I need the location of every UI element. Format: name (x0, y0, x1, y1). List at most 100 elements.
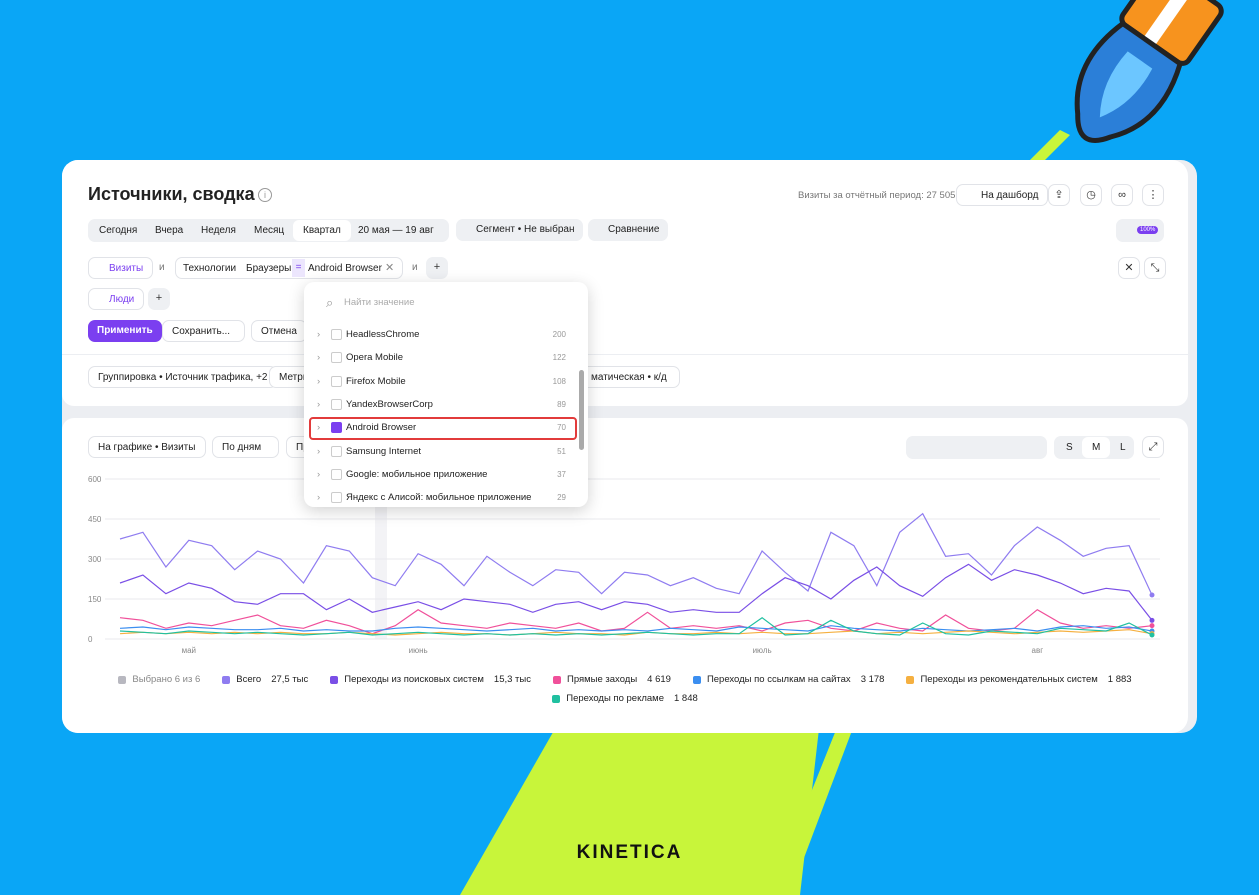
dropdown-item[interactable]: › YandexBrowserCorp 89 (304, 393, 588, 416)
legend-name: Переходы по рекламе (566, 693, 664, 704)
checkbox[interactable] (331, 352, 342, 364)
history-button[interactable]: ◷ (1080, 184, 1102, 206)
chart-type-switch[interactable] (906, 436, 1047, 459)
scrollbar[interactable] (579, 370, 584, 450)
legend-entry[interactable]: Прямые заходы 4 619 (552, 674, 671, 685)
interval-button[interactable]: По дням (212, 436, 279, 458)
item-name: Яндекс с Алисой: мобильное приложение (346, 492, 532, 504)
dashboard-button[interactable]: На дашборд (956, 184, 1049, 206)
checkbox[interactable] (331, 422, 342, 434)
series-line (119, 608, 1153, 635)
series-line (119, 629, 1153, 636)
fullscreen-button[interactable]: ⤢ (1142, 436, 1164, 458)
stripe (460, 720, 820, 895)
period[interactable]: Вчера (155, 225, 184, 236)
dropdown-item[interactable]: › Opera Mobile 122 (304, 346, 588, 369)
and: и (159, 262, 165, 273)
info-icon[interactable]: i (258, 188, 272, 202)
item-count: 29 (557, 493, 566, 503)
dropdown: ⌕ Найти значение › HeadlessChrome 200 › Oper… (304, 282, 588, 507)
item-count: 37 (557, 469, 566, 479)
size[interactable]: S (1066, 442, 1073, 453)
dropdown-item[interactable]: › Android Browser 70 (304, 416, 588, 441)
x-tick-label: июнь (409, 646, 428, 655)
checkbox[interactable] (331, 398, 342, 410)
filter-chip[interactable] (175, 257, 403, 279)
panel (62, 418, 1188, 733)
visits-label: Визиты за отчётный период: 27 505 (798, 190, 956, 201)
checkbox[interactable] (331, 492, 342, 504)
date-range[interactable]: 20 мая — 19 авг (358, 225, 434, 236)
legend-check (692, 675, 701, 684)
period-active[interactable]: Квартал (293, 220, 351, 241)
expand-arrow: › (317, 375, 321, 387)
brand: KINETICA (576, 842, 683, 863)
legend-entry[interactable]: Переходы по ссылкам на сайтах 3 178 (692, 674, 884, 685)
size-active[interactable]: M (1082, 437, 1111, 458)
metric-chip[interactable]: Визиты (88, 257, 154, 279)
remove-filter[interactable]: ✕ (385, 262, 395, 274)
y-tick-label: 150 (88, 595, 102, 604)
end-point (1149, 623, 1155, 629)
size[interactable]: L (1120, 442, 1126, 453)
item-name: Firefox Mobile (346, 375, 406, 387)
legend-entry[interactable]: Переходы по рекламе 1 848 (552, 693, 698, 704)
people-chip[interactable]: Люди (88, 288, 145, 310)
legend-entry[interactable]: Переходы из рекомендательных систем 1 883 (906, 674, 1132, 685)
clear-button[interactable]: ✕ (1118, 257, 1140, 279)
item-name: Opera Mobile (346, 352, 404, 364)
collapse-button[interactable]: ⤡ (1144, 257, 1166, 279)
expand-arrow: › (317, 445, 321, 457)
x-tick-label: май (182, 646, 196, 655)
checkbox[interactable] (331, 375, 342, 387)
item-name: Samsung Internet (346, 445, 421, 457)
checkbox[interactable] (331, 468, 342, 480)
end-point (1149, 617, 1155, 623)
legend-entry[interactable]: Переходы из поисковых систем 15,3 тыс (330, 674, 531, 685)
compare-button[interactable]: Сравнение (588, 219, 669, 241)
dropdown-item[interactable]: › Яндекс с Алисой: мобильное приложение 29 (304, 486, 588, 507)
period[interactable]: Месяц (254, 225, 285, 236)
period[interactable]: Неделя (201, 225, 236, 236)
item-count: 70 (557, 423, 566, 433)
search-input[interactable]: Найти значение (344, 297, 415, 308)
segment-button[interactable]: Сегмент • Не выбран (456, 219, 584, 241)
y-tick-label: 0 (88, 635, 93, 644)
period[interactable]: Сегодня (99, 225, 138, 236)
apply-button[interactable]: Применить (88, 320, 162, 342)
series-line (119, 512, 1153, 596)
checkbox[interactable] (331, 329, 342, 340)
expand-arrow: › (317, 398, 321, 410)
link-button[interactable]: ∞ (1111, 184, 1133, 206)
legend-name: Прямые заходы (566, 674, 638, 685)
item-count: 200 (552, 330, 566, 339)
badge: 100% (1137, 226, 1159, 234)
dropdown-item[interactable]: › Firefox Mobile 108 (304, 370, 588, 393)
add-filter[interactable]: + (148, 288, 170, 310)
item-name: Google: мобильное приложение (346, 468, 488, 480)
item-name: HeadlessChrome (346, 329, 420, 340)
save-button[interactable]: Сохранить... (162, 320, 245, 342)
dropdown-item[interactable]: › Samsung Internet 51 (304, 440, 588, 463)
item-name: Android Browser (346, 422, 417, 434)
stripe (770, 720, 856, 895)
legend-entry[interactable]: Всего 27,5 тыс (222, 674, 308, 685)
dropdown-item[interactable]: › HeadlessChrome 200 (304, 323, 588, 346)
legend-check (552, 694, 561, 703)
stripe (1030, 130, 1070, 160)
legend-name: Всего (236, 674, 262, 685)
legend-entry[interactable]: Выбрано 6 из 6 (118, 674, 200, 685)
legend-name: Переходы из поисковых систем (344, 674, 484, 685)
expand-arrow: › (317, 492, 321, 504)
chart-metric-button[interactable]: На графике • Визиты (88, 436, 206, 458)
filter-path: Браузеры (246, 263, 292, 274)
search-icon: ⌕ (326, 295, 334, 310)
dropdown-item[interactable]: › Google: мобильное приложение 37 (304, 463, 588, 486)
more-button[interactable]: ⋮ (1142, 184, 1164, 206)
checkbox[interactable] (331, 445, 342, 457)
add-filter[interactable]: + (426, 257, 448, 279)
legend: Выбрано 6 из 6 Всего 27,5 тыс Переходы из п… (90, 674, 1160, 704)
export-button[interactable]: ⇪ (1048, 184, 1070, 206)
